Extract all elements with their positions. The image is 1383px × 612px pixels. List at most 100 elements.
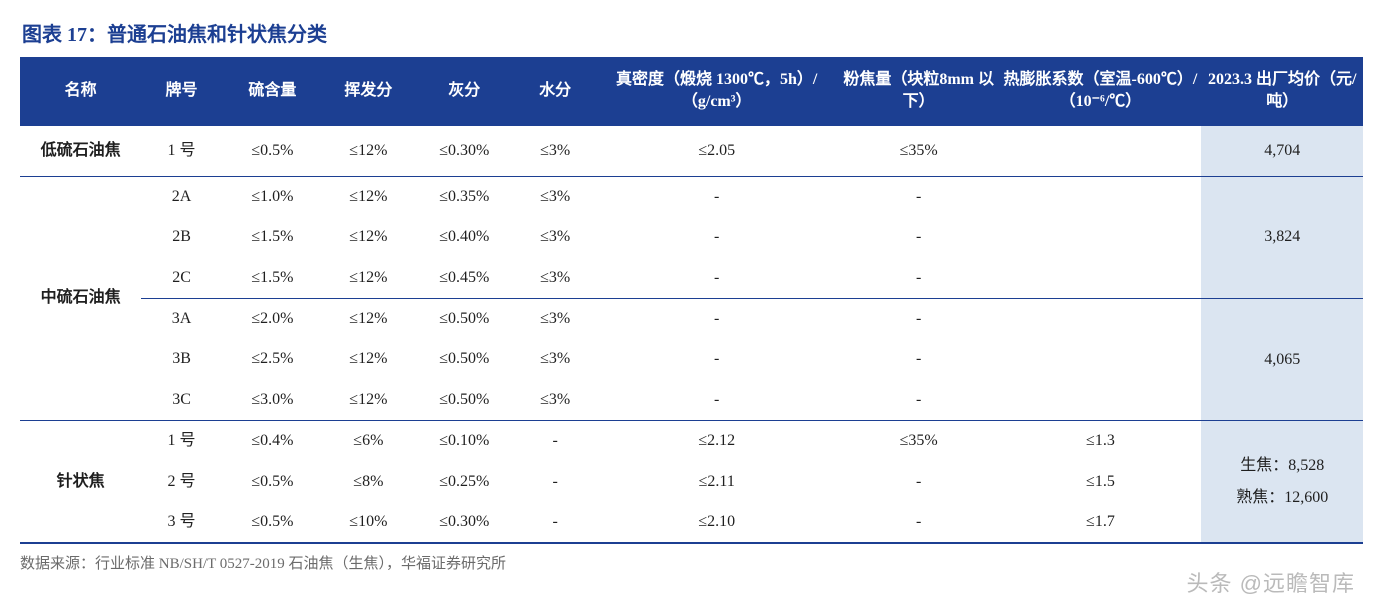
cell-ash: ≤0.10% (414, 421, 515, 462)
cell-sulfur: ≤0.4% (222, 421, 323, 462)
cell-volatile: ≤6% (323, 421, 414, 462)
group-name: 中硫石油焦 (20, 176, 141, 420)
cell-sulfur: ≤1.5% (222, 217, 323, 257)
cell-volatile: ≤12% (323, 258, 414, 299)
cell-density: - (596, 380, 838, 421)
cell-moisture: - (515, 502, 596, 542)
cell-sulfur: ≤1.5% (222, 258, 323, 299)
table-header-row: 名称牌号硫含量挥发分灰分水分真密度（煅烧 1300℃，5h）/（g/cm³）粉焦… (20, 58, 1363, 125)
classification-table: 名称牌号硫含量挥发分灰分水分真密度（煅烧 1300℃，5h）/（g/cm³）粉焦… (20, 57, 1363, 542)
cell-fines: - (838, 258, 1000, 299)
cell-moisture: - (515, 421, 596, 462)
table-row: 3B≤2.5%≤12%≤0.50%≤3%-- (20, 339, 1363, 379)
cell-grade: 3B (141, 339, 222, 379)
cell-cte: ≤1.5 (999, 462, 1201, 502)
data-source: 数据来源：行业标准 NB/SH/T 0527-2019 石油焦（生焦），华福证券… (20, 542, 1363, 573)
cell-cte (999, 125, 1201, 177)
cell-moisture: ≤3% (515, 258, 596, 299)
cell-sulfur: ≤3.0% (222, 380, 323, 421)
cell-fines: - (838, 217, 1000, 257)
col-volatile: 挥发分 (323, 58, 414, 125)
col-density: 真密度（煅烧 1300℃，5h）/（g/cm³） (596, 58, 838, 125)
table-row: 2C≤1.5%≤12%≤0.45%≤3%-- (20, 258, 1363, 299)
cell-grade: 2 号 (141, 462, 222, 502)
cell-price: 3,824 (1201, 176, 1363, 298)
cell-fines: - (838, 502, 1000, 542)
cell-grade: 3C (141, 380, 222, 421)
cell-fines: - (838, 176, 1000, 217)
cell-price: 生焦：8,528 熟焦：12,600 (1201, 421, 1363, 543)
cell-sulfur: ≤0.5% (222, 502, 323, 542)
cell-grade: 3 号 (141, 502, 222, 542)
cell-fines: ≤35% (838, 421, 1000, 462)
cell-ash: ≤0.50% (414, 380, 515, 421)
cell-ash: ≤0.50% (414, 298, 515, 339)
cell-price: 4,065 (1201, 298, 1363, 420)
table-row: 2 号≤0.5%≤8%≤0.25%-≤2.11-≤1.5 (20, 462, 1363, 502)
cell-sulfur: ≤2.5% (222, 339, 323, 379)
cell-fines: - (838, 298, 1000, 339)
group-name: 低硫石油焦 (20, 125, 141, 177)
cell-sulfur: ≤0.5% (222, 462, 323, 502)
cell-density: - (596, 298, 838, 339)
cell-density: ≤2.10 (596, 502, 838, 542)
cell-ash: ≤0.30% (414, 125, 515, 177)
col-moisture: 水分 (515, 58, 596, 125)
cell-ash: ≤0.35% (414, 176, 515, 217)
cell-sulfur: ≤0.5% (222, 125, 323, 177)
cell-cte (999, 380, 1201, 421)
cell-cte (999, 217, 1201, 257)
col-ash: 灰分 (414, 58, 515, 125)
cell-cte (999, 339, 1201, 379)
cell-fines: - (838, 339, 1000, 379)
col-cte: 热膨胀系数（室温-600℃）/（10⁻⁶/℃） (999, 58, 1201, 125)
cell-ash: ≤0.25% (414, 462, 515, 502)
cell-volatile: ≤12% (323, 125, 414, 177)
cell-density: - (596, 258, 838, 299)
col-name: 名称 (20, 58, 141, 125)
cell-volatile: ≤12% (323, 176, 414, 217)
cell-ash: ≤0.30% (414, 502, 515, 542)
cell-moisture: - (515, 462, 596, 502)
cell-ash: ≤0.50% (414, 339, 515, 379)
cell-volatile: ≤8% (323, 462, 414, 502)
cell-grade: 2A (141, 176, 222, 217)
table-row: 3A≤2.0%≤12%≤0.50%≤3%--4,065 (20, 298, 1363, 339)
table-row: 2B≤1.5%≤12%≤0.40%≤3%-- (20, 217, 1363, 257)
table-row: 3 号≤0.5%≤10%≤0.30%-≤2.10-≤1.7 (20, 502, 1363, 542)
cell-moisture: ≤3% (515, 125, 596, 177)
cell-ash: ≤0.40% (414, 217, 515, 257)
col-sulfur: 硫含量 (222, 58, 323, 125)
col-grade: 牌号 (141, 58, 222, 125)
cell-fines: - (838, 380, 1000, 421)
cell-volatile: ≤12% (323, 339, 414, 379)
watermark: 头条 @远瞻智库 (1187, 566, 1355, 598)
cell-fines: - (838, 462, 1000, 502)
cell-moisture: ≤3% (515, 298, 596, 339)
table-row: 中硫石油焦2A≤1.0%≤12%≤0.35%≤3%--3,824 (20, 176, 1363, 217)
cell-grade: 3A (141, 298, 222, 339)
cell-cte: ≤1.7 (999, 502, 1201, 542)
cell-cte (999, 258, 1201, 299)
cell-density: ≤2.05 (596, 125, 838, 177)
cell-ash: ≤0.45% (414, 258, 515, 299)
cell-density: ≤2.12 (596, 421, 838, 462)
cell-grade: 2B (141, 217, 222, 257)
col-fines: 粉焦量（块粒8mm 以下） (838, 58, 1000, 125)
cell-cte: ≤1.3 (999, 421, 1201, 462)
cell-density: - (596, 176, 838, 217)
cell-moisture: ≤3% (515, 217, 596, 257)
cell-moisture: ≤3% (515, 380, 596, 421)
chart-title: 图表 17：普通石油焦和针状焦分类 (22, 18, 1363, 47)
cell-grade: 2C (141, 258, 222, 299)
table-row: 针状焦1 号≤0.4%≤6%≤0.10%-≤2.12≤35%≤1.3生焦：8,5… (20, 421, 1363, 462)
cell-moisture: ≤3% (515, 176, 596, 217)
cell-price: 4,704 (1201, 125, 1363, 177)
group-name: 针状焦 (20, 421, 141, 543)
cell-volatile: ≤12% (323, 298, 414, 339)
cell-sulfur: ≤2.0% (222, 298, 323, 339)
cell-grade: 1 号 (141, 421, 222, 462)
cell-fines: ≤35% (838, 125, 1000, 177)
cell-moisture: ≤3% (515, 339, 596, 379)
cell-density: - (596, 339, 838, 379)
